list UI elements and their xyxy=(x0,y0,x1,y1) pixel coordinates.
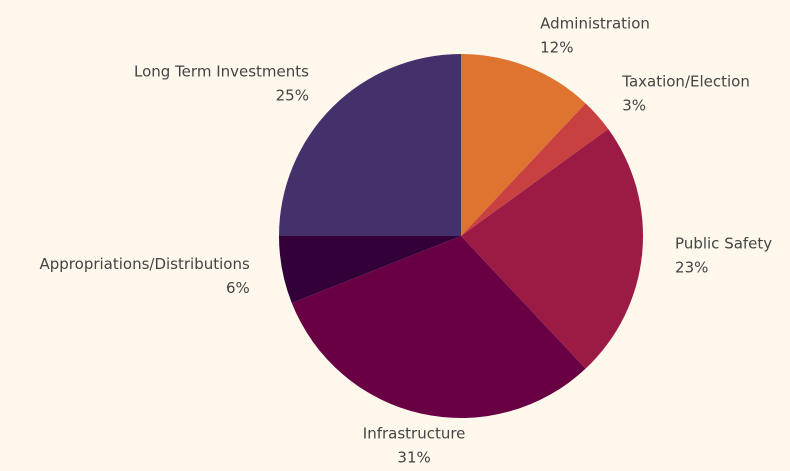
slice-label: Taxation/Election xyxy=(621,72,750,90)
slice-value-label: 12% xyxy=(540,39,573,57)
pie-slice xyxy=(291,236,586,419)
pie-slice xyxy=(279,54,461,236)
slice-label: Appropriations/Distributions xyxy=(40,255,250,273)
slice-label: Infrastructure xyxy=(363,424,466,442)
slice-value-label: 3% xyxy=(622,96,646,114)
slice-label: Long Term Investments xyxy=(134,62,309,80)
slice-value-label: 23% xyxy=(675,259,708,277)
slice-label: Administration xyxy=(540,15,650,33)
pie-slice xyxy=(461,103,609,236)
pie-slice xyxy=(461,129,644,369)
pie-slice xyxy=(279,236,461,303)
slice-value-label: 25% xyxy=(276,86,309,104)
slice-label: Public Safety xyxy=(675,235,772,253)
slice-value-label: 31% xyxy=(397,448,430,466)
pie-slice xyxy=(461,54,586,236)
slice-value-label: 6% xyxy=(226,279,250,297)
